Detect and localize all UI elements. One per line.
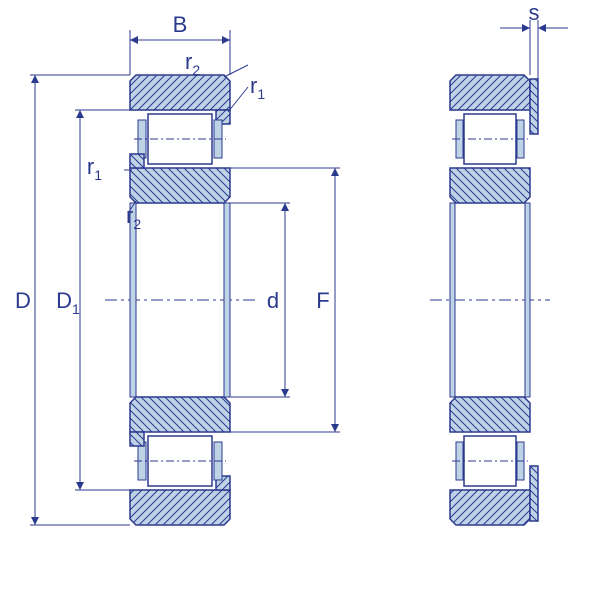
inner-ring-top [130,168,230,203]
label-r1-lower: r1 [87,154,102,183]
outer-ring-bottom [130,490,230,525]
outer-ring-top [130,75,230,110]
label-r2-upper: r2 [185,49,200,78]
inner-ring-bottom [130,397,230,432]
dim-D1: D1 [56,288,80,317]
dim-s: s [529,0,540,25]
dim-d: d [267,288,279,313]
dim-F: F [316,288,329,313]
dim-B: B [173,12,188,37]
dim-D: D [15,288,31,313]
label-r1-upper: r1 [250,73,265,102]
bearing-cross-section-diagram: BsDD1dFr2r1r1r2 [0,0,600,600]
